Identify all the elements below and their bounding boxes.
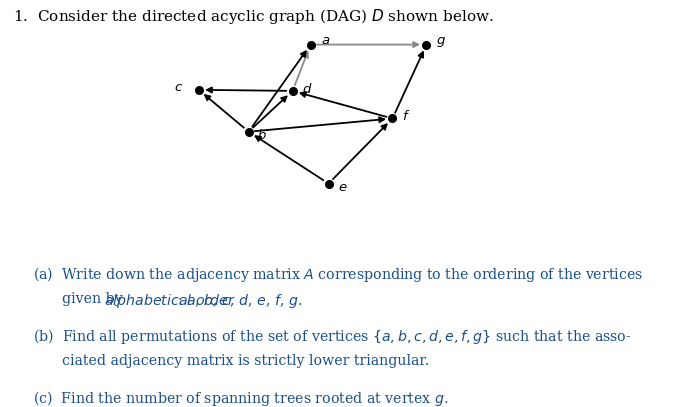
Text: $\mathit{b}$: $\mathit{b}$ [257,128,267,142]
Text: (b)  Find all permutations of the set of vertices $\{a, b, c, d, e, f, g\}$ such: (b) Find all permutations of the set of … [33,327,632,346]
Text: (a)  Write down the adjacency matrix $A$ corresponding to the ordering of the ve: (a) Write down the adjacency matrix $A$ … [33,265,643,284]
Text: $\mathit{a}$: $\mathit{a}$ [321,34,330,47]
Text: $\mathit{g}$: $\mathit{g}$ [436,35,446,49]
Text: 1.  Consider the directed acyclic graph (DAG) $D$ shown below.: 1. Consider the directed acyclic graph (… [13,7,494,26]
Text: $\mathit{f}$: $\mathit{f}$ [402,109,410,123]
Text: $\mathit{d}$: $\mathit{d}$ [302,82,312,96]
Text: given by: given by [62,292,127,306]
Text: $\mathit{c}$: $\mathit{c}$ [174,81,184,94]
Text: ciated adjacency matrix is strictly lower triangular.: ciated adjacency matrix is strictly lowe… [62,354,429,368]
Text: $\mathit{alphabetical\ order}$: $\mathit{alphabetical\ order}$ [104,292,236,310]
Text: (c)  Find the number of spanning trees rooted at vertex $g$.: (c) Find the number of spanning trees ro… [33,389,449,407]
Text: : $a$, $b$, $c$, $d$, $e$, $f$, $g$.: : $a$, $b$, $c$, $d$, $e$, $f$, $g$. [177,292,302,310]
Text: $\mathit{e}$: $\mathit{e}$ [338,181,347,194]
